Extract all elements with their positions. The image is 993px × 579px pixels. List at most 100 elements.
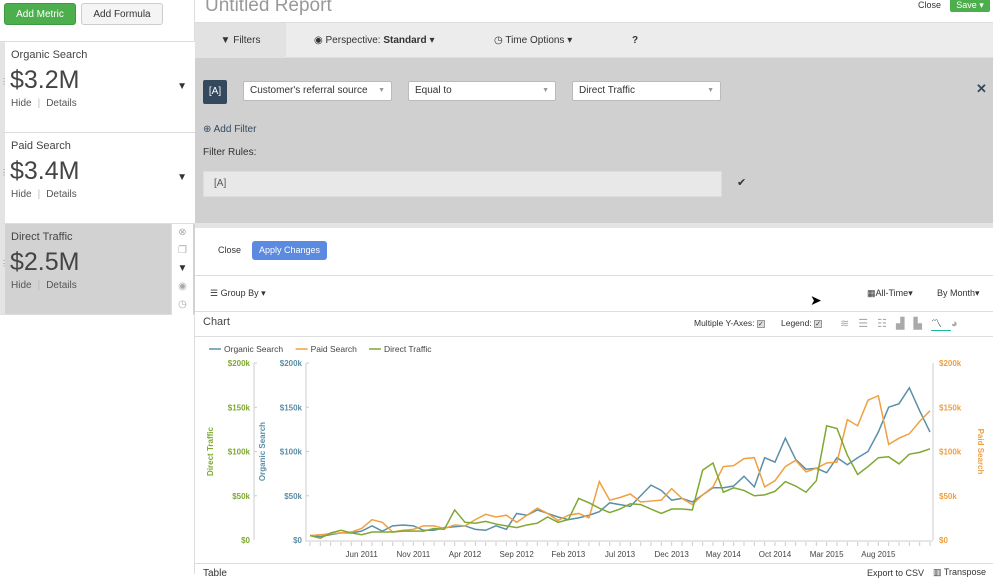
add-filter-label: Add Filter xyxy=(213,124,257,135)
eye-icon[interactable]: ◉ xyxy=(178,281,187,292)
y-tick-label: $0 xyxy=(939,536,948,545)
tab-perspective[interactable]: ◉ Perspective: Standard ▾ xyxy=(314,23,434,58)
y-tick-label: $100k xyxy=(280,448,303,457)
legend-label: Paid Search xyxy=(311,344,358,354)
details-link[interactable]: Details xyxy=(46,189,77,200)
caret-down-icon: ▼ xyxy=(542,87,549,94)
y-tick-label: $100k xyxy=(228,448,251,457)
clock-icon: ◷ xyxy=(494,35,503,46)
chart-type-switcher: ≋☰☷▟▙〽◕ xyxy=(840,315,967,331)
report-title[interactable]: Untitled Report xyxy=(205,0,332,16)
hide-link[interactable]: Hide xyxy=(11,280,32,291)
plus-circle-icon: ⊕ xyxy=(203,124,212,135)
x-tick-label: Aug 2015 xyxy=(861,550,896,559)
bar-chart-icon[interactable]: ☰ xyxy=(858,318,878,330)
caret-down-icon: ▼ xyxy=(707,87,714,94)
line-chart: Organic Search Paid Search Direct Traffic $… xyxy=(206,344,985,559)
filter-field-select[interactable]: Customer's referral source ▼ xyxy=(243,81,392,101)
save-button[interactable]: Save ▾ xyxy=(950,0,990,12)
line-chart-icon[interactable]: 〽 xyxy=(930,318,951,331)
metric-actions: ⊗ ❐ ▼ ◉ ◷ xyxy=(171,224,193,315)
check-icon[interactable]: ✔ xyxy=(737,177,747,189)
y-tick-label: $50k xyxy=(232,492,250,501)
caret-down-icon: ▾ xyxy=(261,288,266,298)
separator: | xyxy=(37,189,41,200)
close-filters-button[interactable]: Close xyxy=(218,245,242,255)
y-tick-label: $50k xyxy=(939,492,957,501)
divider xyxy=(195,563,993,564)
x-tick-label: Sep 2012 xyxy=(500,550,535,559)
filter-operator-select[interactable]: Equal to ▼ xyxy=(408,81,556,101)
close-button[interactable]: Close xyxy=(918,0,942,10)
report-tabs: ▼ Filters ◉ Perspective: Standard ▾ ◷ Ti… xyxy=(195,22,993,58)
y-tick-label: $200k xyxy=(228,359,251,368)
filter-icon[interactable]: ▼ xyxy=(177,172,187,183)
save-label: Save xyxy=(956,0,977,10)
details-link[interactable]: Details xyxy=(46,280,77,291)
y-tick-label: $150k xyxy=(280,403,303,412)
chart-section-title: Chart xyxy=(203,316,230,328)
checkbox-checked-icon[interactable]: ✓ xyxy=(756,320,765,328)
caret-down-icon: ▾ xyxy=(979,0,984,10)
copy-icon[interactable]: ❐ xyxy=(178,245,187,256)
hide-link[interactable]: Hide xyxy=(11,98,32,109)
interval-dropdown[interactable]: By Month▾ xyxy=(937,288,980,299)
legend-label: Direct Traffic xyxy=(384,344,432,354)
export-csv-link[interactable]: Export to CSV xyxy=(867,568,925,578)
time-range-dropdown[interactable]: ▦All-Time▾ xyxy=(867,288,913,299)
area-chart-icon[interactable]: ≋ xyxy=(840,318,859,330)
legend-toggle[interactable]: Legend: ✓ xyxy=(781,318,823,328)
add-formula-button[interactable]: Add Formula xyxy=(81,3,163,25)
filter-value-select[interactable]: Direct Traffic ▼ xyxy=(572,81,721,101)
filter-icon[interactable]: ▼ xyxy=(177,263,188,274)
calendar-icon: ▦ xyxy=(867,288,876,298)
time-range-label: All-Time xyxy=(875,288,909,298)
add-metric-button[interactable]: Add Metric xyxy=(4,3,76,25)
x-tick-label: Apr 2012 xyxy=(449,550,482,559)
metric-value: $3.2M xyxy=(10,66,80,94)
divider xyxy=(195,275,993,276)
help-button[interactable]: ? xyxy=(632,35,639,46)
drag-handle-icon[interactable]: ⋮ xyxy=(0,168,8,177)
y-tick-label: $100k xyxy=(939,448,962,457)
caret-down-icon: ▾ xyxy=(567,35,573,46)
pie-chart-icon[interactable]: ◕ xyxy=(950,318,967,330)
clock-icon[interactable]: ◷ xyxy=(178,299,187,310)
tab-filters[interactable]: ▼ Filters xyxy=(195,23,286,58)
tab-label: Filters xyxy=(233,35,261,46)
hide-link[interactable]: Hide xyxy=(11,189,32,200)
filter-rules-input[interactable]: [A] xyxy=(203,171,722,197)
column-chart-icon[interactable]: ▟ xyxy=(895,318,914,330)
x-tick-label: Feb 2013 xyxy=(551,550,585,559)
remove-filter-icon[interactable]: ✕ xyxy=(976,81,987,96)
y-tick-label: $0 xyxy=(293,536,302,545)
x-tick-label: Mar 2015 xyxy=(810,550,844,559)
eye-icon: ◉ xyxy=(314,35,323,46)
series-line-paid-search xyxy=(309,394,931,537)
details-link[interactable]: Details xyxy=(46,98,77,109)
x-tick-label: May 2014 xyxy=(706,550,742,559)
drag-handle-icon[interactable]: ⋮ xyxy=(0,77,8,86)
filter-panel: [A] Customer's referral source ▼ Equal to… xyxy=(195,58,993,223)
group-by-dropdown[interactable]: ☰ Group By ▾ xyxy=(210,288,266,299)
metric-card-paid-search[interactable]: ⋮ Paid Search $3.4M Hide | Details ▼ xyxy=(0,133,195,224)
filter-icon[interactable]: ▼ xyxy=(177,81,187,92)
drag-handle-icon[interactable]: ⋮ xyxy=(0,259,8,268)
caret-down-icon: ▼ xyxy=(378,87,385,94)
legend-label: Organic Search xyxy=(224,344,283,354)
remove-icon[interactable]: ⊗ xyxy=(178,227,187,238)
y-tick-label: $150k xyxy=(228,403,251,412)
checkbox-checked-icon[interactable]: ✓ xyxy=(814,320,823,328)
metric-card-direct-traffic[interactable]: ⋮ Direct Traffic $2.5M Hide | Details ⊗ ❐ … xyxy=(0,224,195,315)
multiple-y-axes-toggle[interactable]: Multiple Y-Axes: ✓ xyxy=(694,318,765,328)
add-filter-link[interactable]: ⊕ Add Filter xyxy=(203,124,256,135)
apply-changes-button[interactable]: Apply Changes xyxy=(252,241,327,260)
separator: | xyxy=(37,98,41,109)
stacked-bar-icon[interactable]: ☷ xyxy=(877,318,896,330)
stacked-column-icon[interactable]: ▙ xyxy=(913,318,931,330)
transpose-button[interactable]: ▥ Transpose xyxy=(933,567,986,578)
x-tick-label: Jun 2011 xyxy=(346,550,379,559)
tab-time-options[interactable]: ◷ Time Options ▾ xyxy=(494,23,572,58)
interval-label: By Month xyxy=(937,288,976,298)
metric-card-organic-search[interactable]: ⋮ Organic Search $3.2M Hide | Details ▼ xyxy=(0,42,195,133)
